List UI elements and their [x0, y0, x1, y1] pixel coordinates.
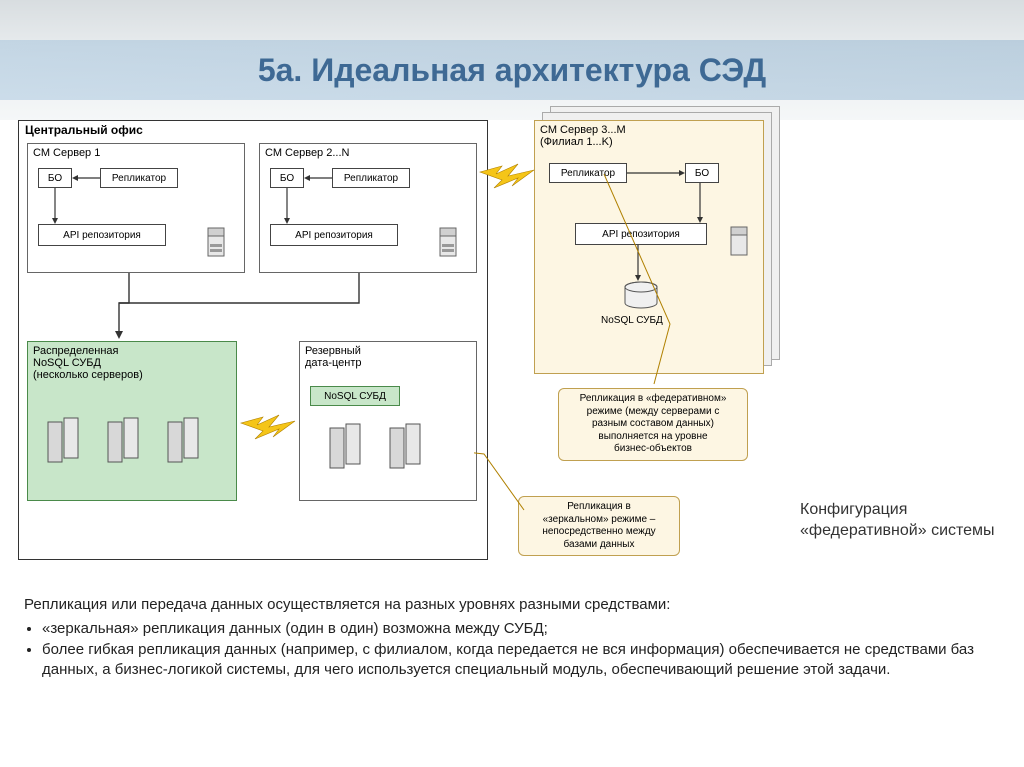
note-connector [474, 174, 674, 534]
lightning-icon [239, 411, 297, 441]
connector [79, 273, 399, 343]
server-rack-icon [46, 416, 82, 464]
server1-bo-node: БО [38, 168, 72, 188]
backup-dc-box: Резервный дата-центр NoSQL СУБД [299, 341, 477, 501]
server1-api-node: API репозитория [38, 224, 166, 246]
nosql-distributed-label: Распределенная NoSQL СУБД (несколько сер… [33, 345, 143, 381]
central-office-label: Центральный офис [25, 123, 143, 137]
body-bullet-2: более гибкая репликация данных (например… [42, 640, 1000, 681]
server2-bo-node: БО [270, 168, 304, 188]
server-rack-icon [388, 422, 424, 470]
server-rack-icon [106, 416, 142, 464]
arrow [50, 188, 64, 224]
body-bullet-1: «зеркальная» репликация данных (один в о… [42, 619, 1000, 639]
nosql-distributed-box: Распределенная NoSQL СУБД (несколько сер… [27, 341, 237, 501]
side-caption: Конфигурация «федеративной» системы [800, 500, 1000, 542]
branch-label: СМ Сервер 3...M (Филиал 1...K) [540, 124, 626, 148]
server2-label: СМ Сервер 2...N [265, 147, 349, 159]
arrow [282, 188, 296, 224]
server2-replicator-node: Репликатор [332, 168, 410, 188]
architecture-diagram: Центральный офис СМ Сервер 1 БО Репликат… [18, 120, 788, 580]
page-title: 5а. Идеальная архитектура СЭД [0, 52, 1024, 89]
server1-label: СМ Сервер 1 [33, 147, 100, 159]
server1-box: СМ Сервер 1 БО Репликатор API репозитори… [27, 143, 245, 273]
server-icon [438, 224, 460, 258]
branch-bo-node: БО [685, 163, 719, 183]
server1-replicator-node: Репликатор [100, 168, 178, 188]
server-rack-icon [166, 416, 202, 464]
server-icon [729, 223, 751, 257]
server2-api-node: API репозитория [270, 224, 398, 246]
backup-nosql-node: NoSQL СУБД [310, 386, 400, 406]
body-paragraph: Репликация или передача данных осуществл… [24, 595, 1000, 680]
server2-box: СМ Сервер 2...N БО Репликатор API репози… [259, 143, 477, 273]
central-office-group: Центральный офис СМ Сервер 1 БО Репликат… [18, 120, 488, 560]
arrow [72, 174, 100, 188]
body-intro: Репликация или передача данных осуществл… [24, 595, 1000, 615]
backup-dc-label: Резервный дата-центр [305, 345, 362, 369]
arrow [695, 183, 709, 223]
server-rack-icon [328, 422, 364, 470]
server-icon [206, 224, 228, 258]
arrow [304, 174, 332, 188]
